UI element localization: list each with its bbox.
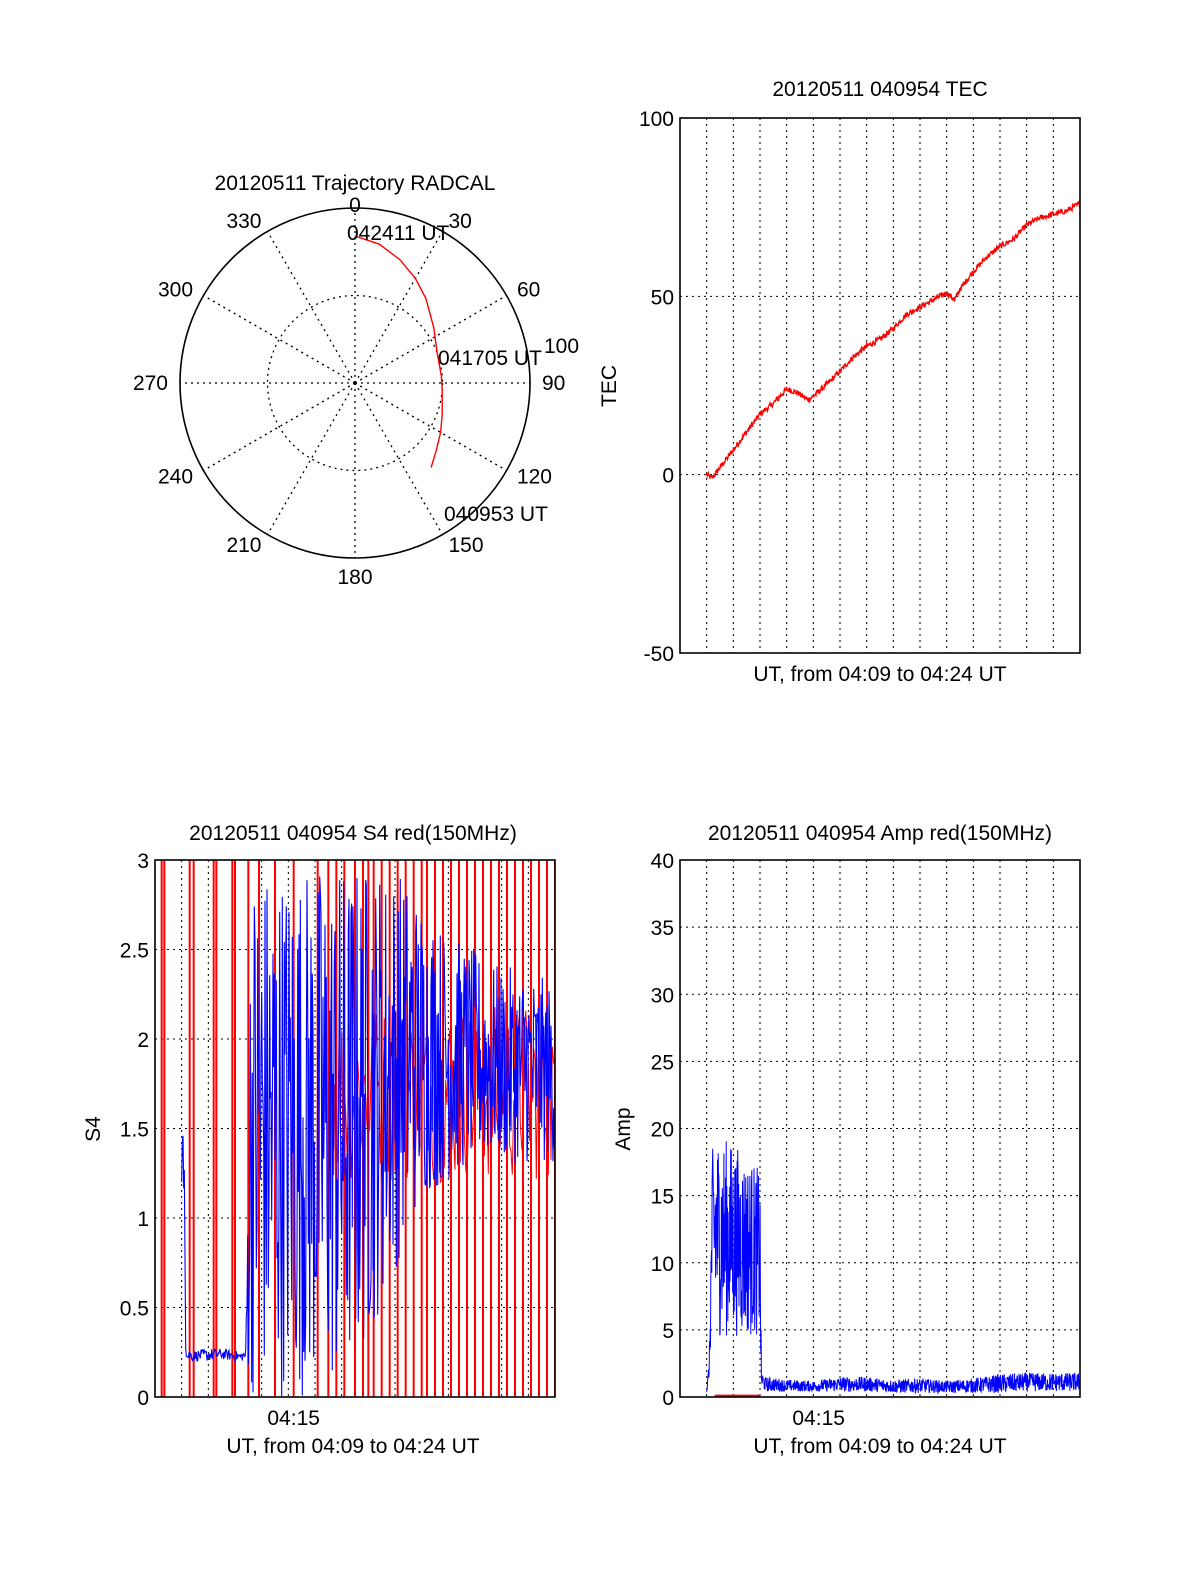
polar-spoke-120 (354, 382, 507, 472)
s4-ytick-label: 1.5 (120, 1119, 149, 1142)
polar-outer-circle (179, 207, 531, 559)
trajectory-polar-chart: 20120511 Trajectory RADCAL 0 30 60 90 120 150… (133, 172, 579, 589)
polar-title: 20120511 Trajectory RADCAL (215, 172, 496, 195)
tec-chart: 20120511 040954 TEC UT, from 04:09 to 04… (598, 78, 1081, 686)
amp-ytick-label: 25 (651, 1051, 674, 1074)
s4-blue-trace (181, 876, 555, 1397)
amp-ytick-label: 5 (662, 1320, 674, 1343)
polar-spoke-330 (266, 231, 356, 384)
amp-ytick-label: 20 (651, 1119, 674, 1142)
amp-ytick-label: 35 (651, 917, 674, 940)
tec-plot-border (679, 117, 1081, 654)
s4-ytick-label: 0.5 (120, 1298, 149, 1321)
polar-angle-label: 210 (226, 534, 261, 557)
s4-ytick-label: 2.5 (120, 940, 149, 963)
s4-ytick-label: 0 (137, 1387, 149, 1410)
polar-angle-label: 90 (542, 372, 565, 395)
polar-spoke-150 (354, 382, 444, 535)
polar-ring-0 (266, 294, 444, 472)
polar-angle-label: 150 (449, 534, 484, 557)
tec-ylabel: TEC (598, 365, 621, 407)
tec-ytick-label: 100 (639, 108, 674, 131)
amp-ytick-label: 0 (662, 1387, 674, 1410)
polar-angle-label: 240 (158, 466, 193, 489)
tec-ytick-label: -50 (644, 643, 674, 666)
polar-angle-label: 330 (226, 210, 261, 233)
s4-plot-area (160, 860, 555, 1397)
polar-spoke-30 (354, 231, 444, 384)
tec-xlabel: UT, from 04:09 to 04:24 UT (753, 663, 1006, 686)
polar-radial-label: 100 (544, 335, 579, 358)
tec-title: 20120511 040954 TEC (772, 78, 987, 101)
tec-ytick-label: 50 (651, 286, 674, 309)
s4-chart: 20120511 040954 S4 red(150MHz) UT, from … (82, 822, 556, 1458)
s4-xlabel: UT, from 04:09 to 04:24 UT (226, 1435, 479, 1458)
s4-xtick-label: 04:15 (267, 1407, 320, 1430)
polar-spoke-60 (354, 294, 507, 384)
amp-blue-trace (706, 1141, 1081, 1395)
polar-spoke-240 (203, 382, 356, 472)
tec-series-line (706, 199, 1081, 479)
s4-ytick-label: 3 (137, 850, 149, 873)
s4-ylabel: S4 (82, 1116, 105, 1142)
polar-spoke-300 (203, 294, 356, 384)
polar-spoke-210 (266, 382, 356, 535)
polar-angle-label: 60 (517, 279, 540, 302)
s4-ytick-label: 2 (137, 1029, 149, 1052)
tec-ytick-label: 0 (662, 465, 674, 488)
amp-ylabel: Amp (612, 1107, 635, 1150)
amp-ytick-label: 10 (651, 1253, 674, 1276)
polar-angle-label: 180 (337, 566, 372, 589)
polar-angle-label: 30 (449, 210, 472, 233)
amp-plot-border (679, 859, 1081, 1398)
annotation-start-time: 040953 UT (444, 503, 548, 526)
amp-ytick-label: 15 (651, 1186, 674, 1209)
polar-angle-label: 300 (158, 279, 193, 302)
polar-angle-label: 0 (349, 194, 361, 217)
s4-plot-border (154, 859, 556, 1398)
polar-angle-label: 270 (133, 372, 168, 395)
annotation-end-time: 042411 UT (347, 222, 450, 245)
amp-xlabel: UT, from 04:09 to 04:24 UT (753, 1435, 1006, 1458)
polar-angle-label: 120 (517, 466, 552, 489)
amp-chart: 20120511 040954 Amp red(150MHz) UT, from… (612, 822, 1081, 1458)
amp-title: 20120511 040954 Amp red(150MHz) (708, 822, 1052, 845)
trajectory-line (354, 235, 443, 468)
amp-xtick-label: 04:15 (792, 1407, 845, 1430)
annotation-mid-time: 041705 UT (438, 347, 542, 370)
s4-title: 20120511 040954 S4 red(150MHz) (189, 822, 517, 845)
s4-ytick-label: 1 (137, 1208, 149, 1231)
amp-ytick-label: 40 (651, 850, 674, 873)
amp-ytick-label: 30 (651, 984, 674, 1007)
